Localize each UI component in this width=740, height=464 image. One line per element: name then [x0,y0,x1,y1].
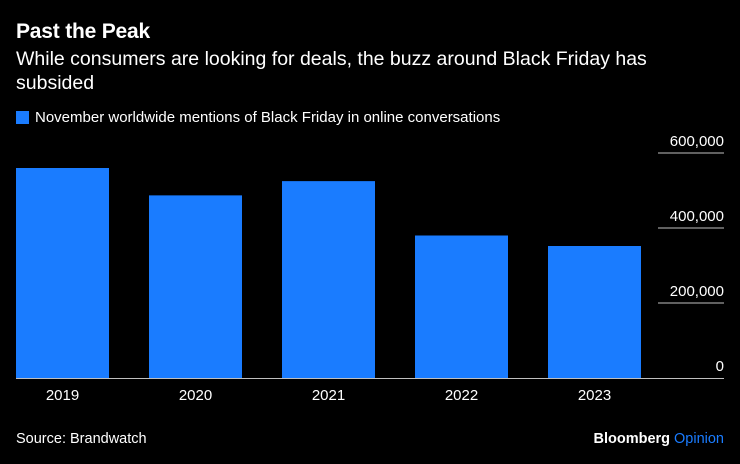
bar [16,168,109,378]
x-tick-label: 2021 [312,387,345,404]
brand-logo: Bloomberg Opinion [593,431,724,447]
x-tick-label: 2019 [46,387,79,404]
chart-subtitle: While consumers are looking for deals, t… [16,48,647,94]
bar [415,235,508,378]
y-tick-label: 200,000 [670,283,724,300]
y-tick-label: 600,000 [670,133,724,150]
x-tick-label: 2022 [445,387,478,404]
bar [282,181,375,378]
brand-name: Bloomberg [593,431,671,447]
source-note: Source: Brandwatch [16,431,147,447]
legend: November worldwide mentions of Black Fri… [16,109,500,126]
y-tick-label: 400,000 [670,208,724,225]
bar [548,246,641,378]
bar [149,195,242,378]
y-tick-label: 0 [716,358,724,375]
x-tick-label: 2020 [179,387,212,404]
x-tick-label: 2023 [578,387,611,404]
chart-title: Past the Peak [16,20,150,43]
legend-label: November worldwide mentions of Black Fri… [35,109,501,126]
brand-suffix: Opinion [674,431,724,447]
legend-swatch [16,111,29,124]
